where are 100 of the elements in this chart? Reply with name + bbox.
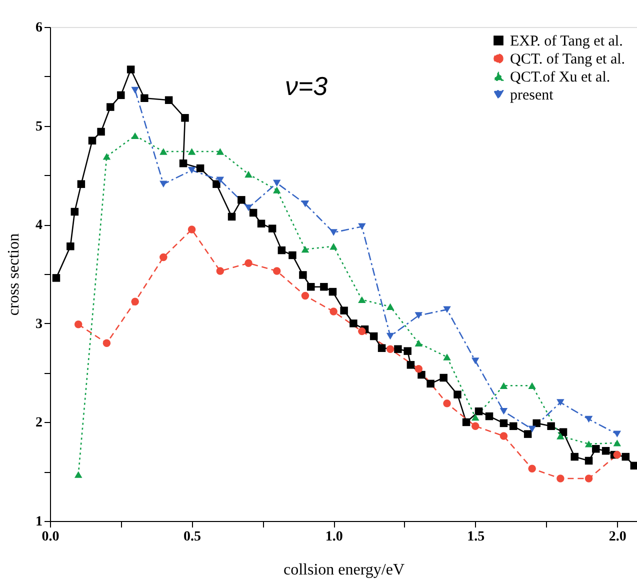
point bbox=[602, 446, 610, 455]
point bbox=[244, 170, 252, 178]
point bbox=[440, 374, 448, 382]
point bbox=[584, 440, 593, 448]
point bbox=[485, 412, 494, 420]
point bbox=[102, 153, 111, 160]
point bbox=[117, 91, 125, 100]
point bbox=[97, 128, 105, 136]
point bbox=[622, 452, 630, 461]
point bbox=[164, 96, 173, 104]
point bbox=[584, 474, 593, 482]
point bbox=[570, 452, 578, 461]
point bbox=[386, 303, 394, 310]
y-tick-label: 1 bbox=[36, 514, 42, 530]
point bbox=[272, 186, 281, 194]
point bbox=[249, 208, 258, 217]
point bbox=[272, 180, 281, 186]
y-tick-label: 5 bbox=[36, 119, 42, 134]
point bbox=[301, 292, 310, 300]
y-tick-label: 2 bbox=[36, 416, 42, 431]
point bbox=[500, 408, 508, 415]
point bbox=[307, 282, 315, 291]
legend-label: QCT. of Tang et al. bbox=[510, 52, 626, 68]
point bbox=[584, 456, 593, 465]
point bbox=[528, 426, 536, 432]
point bbox=[358, 296, 366, 304]
point bbox=[299, 271, 307, 279]
y-axis-title: cross section bbox=[6, 233, 22, 316]
point bbox=[592, 445, 600, 453]
point bbox=[414, 312, 423, 319]
point bbox=[443, 306, 451, 313]
x-tick-label: 2.0 bbox=[608, 530, 626, 544]
point bbox=[140, 94, 148, 102]
point bbox=[330, 308, 338, 316]
point bbox=[77, 180, 86, 188]
point bbox=[320, 282, 328, 291]
point bbox=[414, 340, 423, 347]
y-tick-label: 3 bbox=[36, 316, 42, 332]
point bbox=[216, 148, 224, 155]
point bbox=[268, 224, 276, 232]
point bbox=[160, 148, 168, 155]
point bbox=[426, 380, 434, 388]
point bbox=[301, 246, 310, 253]
point bbox=[74, 320, 82, 328]
point bbox=[328, 288, 337, 296]
x-tick-label: 1.0 bbox=[325, 530, 343, 544]
y-tick-label: 4 bbox=[36, 218, 42, 234]
point bbox=[524, 430, 532, 438]
point bbox=[630, 462, 637, 470]
point bbox=[301, 200, 310, 208]
point bbox=[126, 66, 135, 74]
legend-label: present bbox=[510, 88, 554, 104]
point bbox=[66, 242, 74, 250]
point bbox=[88, 136, 96, 144]
point bbox=[613, 450, 622, 459]
point bbox=[228, 212, 236, 221]
point bbox=[179, 159, 188, 168]
point bbox=[358, 327, 366, 336]
point bbox=[404, 347, 412, 355]
point bbox=[462, 418, 470, 426]
point bbox=[160, 180, 168, 188]
point bbox=[131, 86, 139, 94]
x-tick-label: 1.5 bbox=[467, 530, 485, 544]
annotation: ν=3 bbox=[285, 71, 328, 101]
point bbox=[556, 474, 564, 482]
point bbox=[106, 103, 114, 111]
point bbox=[278, 246, 286, 254]
point bbox=[196, 164, 204, 172]
x-axis-title: collsion energy/eV bbox=[283, 562, 405, 578]
point bbox=[471, 358, 480, 364]
y-tick-label: 6 bbox=[36, 20, 42, 36]
point bbox=[160, 253, 168, 262]
point bbox=[238, 196, 246, 204]
point bbox=[528, 464, 536, 472]
point bbox=[418, 370, 426, 379]
point bbox=[350, 320, 358, 328]
point bbox=[244, 259, 252, 267]
point bbox=[386, 332, 394, 340]
point bbox=[613, 430, 622, 438]
point bbox=[340, 306, 348, 314]
point bbox=[613, 440, 622, 446]
point bbox=[188, 166, 196, 174]
point bbox=[330, 242, 338, 250]
point bbox=[70, 208, 79, 216]
point bbox=[244, 204, 252, 212]
point bbox=[131, 132, 139, 140]
legend-label: QCT.of Xu et al. bbox=[510, 70, 610, 86]
point bbox=[358, 223, 366, 230]
point bbox=[474, 407, 483, 416]
point bbox=[74, 471, 82, 478]
point bbox=[216, 267, 224, 275]
point bbox=[370, 332, 378, 340]
x-tick-label: 0.0 bbox=[42, 530, 60, 544]
point bbox=[500, 382, 508, 389]
point bbox=[378, 344, 386, 352]
point bbox=[257, 220, 266, 228]
point bbox=[500, 419, 508, 428]
point bbox=[443, 400, 451, 408]
point bbox=[212, 180, 220, 188]
point bbox=[556, 432, 564, 440]
